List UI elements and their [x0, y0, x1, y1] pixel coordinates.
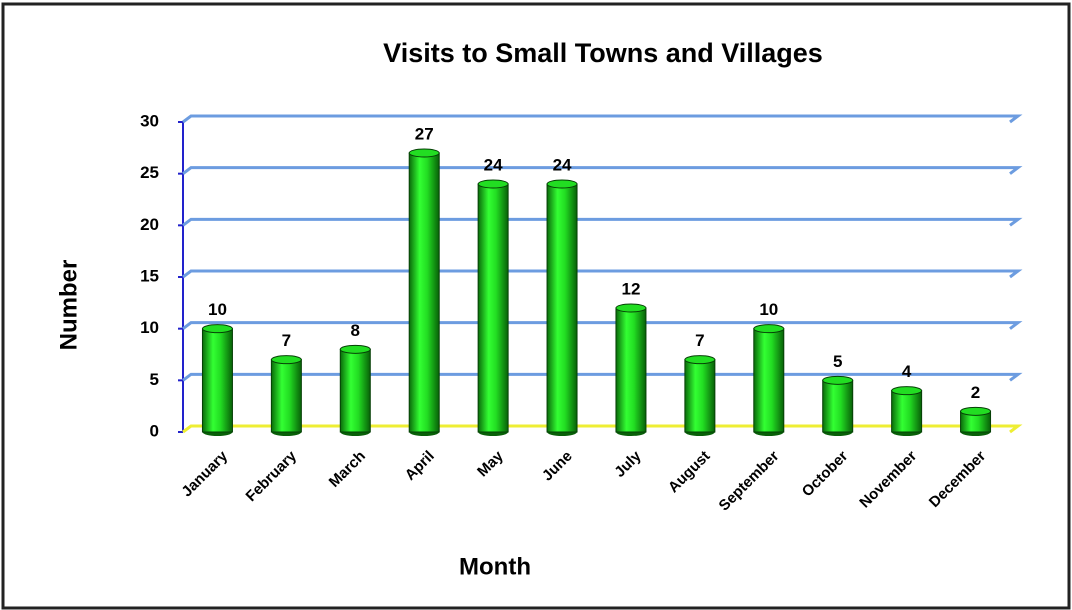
grid-line: [182, 321, 1023, 330]
grid-line: [182, 217, 1023, 227]
bar: [615, 307, 647, 433]
grid-line: [182, 114, 1023, 124]
bar-top: [615, 303, 647, 313]
value-label: 12: [621, 279, 640, 298]
value-label: 24: [553, 155, 572, 174]
value-label: 10: [208, 300, 227, 319]
y-tick-label: 0: [150, 421, 159, 440]
bar-top: [270, 355, 302, 365]
grid-line: [182, 166, 1023, 175]
bar-top: [822, 375, 854, 385]
value-label: 10: [759, 300, 778, 319]
bar: [408, 152, 440, 433]
bar-top: [339, 344, 371, 354]
value-label: 27: [415, 124, 434, 143]
value-label: 5: [833, 352, 842, 371]
bar-top: [891, 386, 923, 396]
bar-top: [960, 406, 992, 416]
bar: [891, 390, 923, 433]
chart-title: Visits to Small Towns and Villages: [383, 38, 823, 68]
y-tick-label: 10: [140, 318, 159, 337]
y-tick-label: 30: [140, 111, 159, 130]
bar: [201, 328, 233, 433]
value-label: 8: [351, 321, 360, 340]
y-axis-title: Number: [55, 260, 82, 351]
bar: [339, 348, 371, 433]
y-tick-label: 5: [150, 370, 159, 389]
grid-line: [182, 269, 1023, 279]
value-label: 7: [282, 331, 291, 350]
bar: [822, 379, 854, 433]
y-tick-label: 20: [140, 215, 159, 234]
bar-top: [546, 179, 578, 189]
bar-top: [408, 148, 440, 158]
bar: [684, 359, 716, 433]
y-tick-label: 15: [140, 266, 159, 285]
value-label: 2: [971, 383, 980, 402]
bar: [753, 328, 785, 433]
x-axis-title: Month: [459, 553, 531, 580]
bar-top: [753, 324, 785, 334]
bar: [477, 183, 509, 433]
value-label: 7: [695, 331, 704, 350]
bar-top: [684, 355, 716, 365]
grid-line: [182, 424, 1023, 434]
bar: [546, 183, 578, 433]
y-tick-label: 25: [140, 163, 159, 182]
bar-top: [201, 324, 233, 334]
value-label: 4: [902, 362, 912, 381]
grid-line: [182, 372, 1023, 382]
value-label: 24: [484, 155, 503, 174]
bar-top: [477, 179, 509, 189]
bar: [270, 359, 302, 433]
